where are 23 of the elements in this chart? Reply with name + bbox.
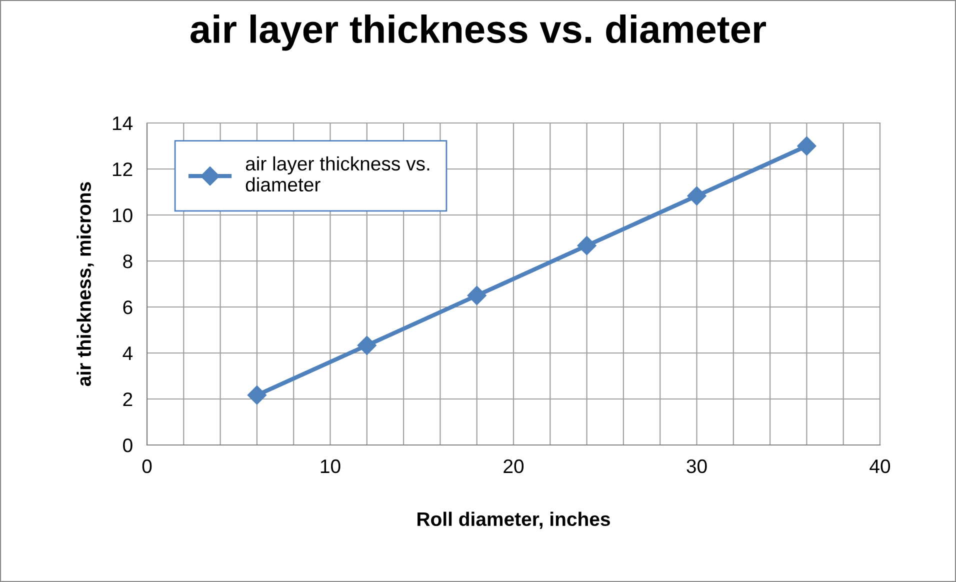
y-tick-label: 14 — [112, 116, 133, 130]
point — [247, 386, 266, 405]
legend-label: air layer thickness vs. diameter — [246, 156, 430, 192]
y-tick-label: 8 — [123, 254, 132, 268]
y-tick-label: 4 — [122, 346, 133, 360]
x-tick-label: 30 — [686, 459, 707, 474]
y-tick-label: 6 — [123, 300, 132, 314]
x-tick-label: 40 — [870, 459, 890, 474]
x-tick-label: 20 — [504, 459, 524, 474]
point — [797, 136, 816, 156]
x-axis-title: Roll diameter, inches — [418, 512, 610, 529]
x-tick-label: 0 — [142, 459, 152, 474]
y-axis-title: air thickness, microns — [76, 182, 94, 386]
point — [687, 186, 706, 206]
y-tick-label: 10 — [112, 208, 132, 222]
chart-title: air layer thickness vs. diameter — [190, 14, 766, 51]
point — [467, 286, 486, 306]
point — [577, 236, 596, 256]
y-tick-label: 12 — [112, 162, 132, 176]
x-tick-label: 10 — [320, 459, 340, 474]
y-tick-label: 0 — [123, 438, 132, 452]
point — [357, 336, 376, 355]
y-tick-label: 2 — [123, 392, 132, 406]
